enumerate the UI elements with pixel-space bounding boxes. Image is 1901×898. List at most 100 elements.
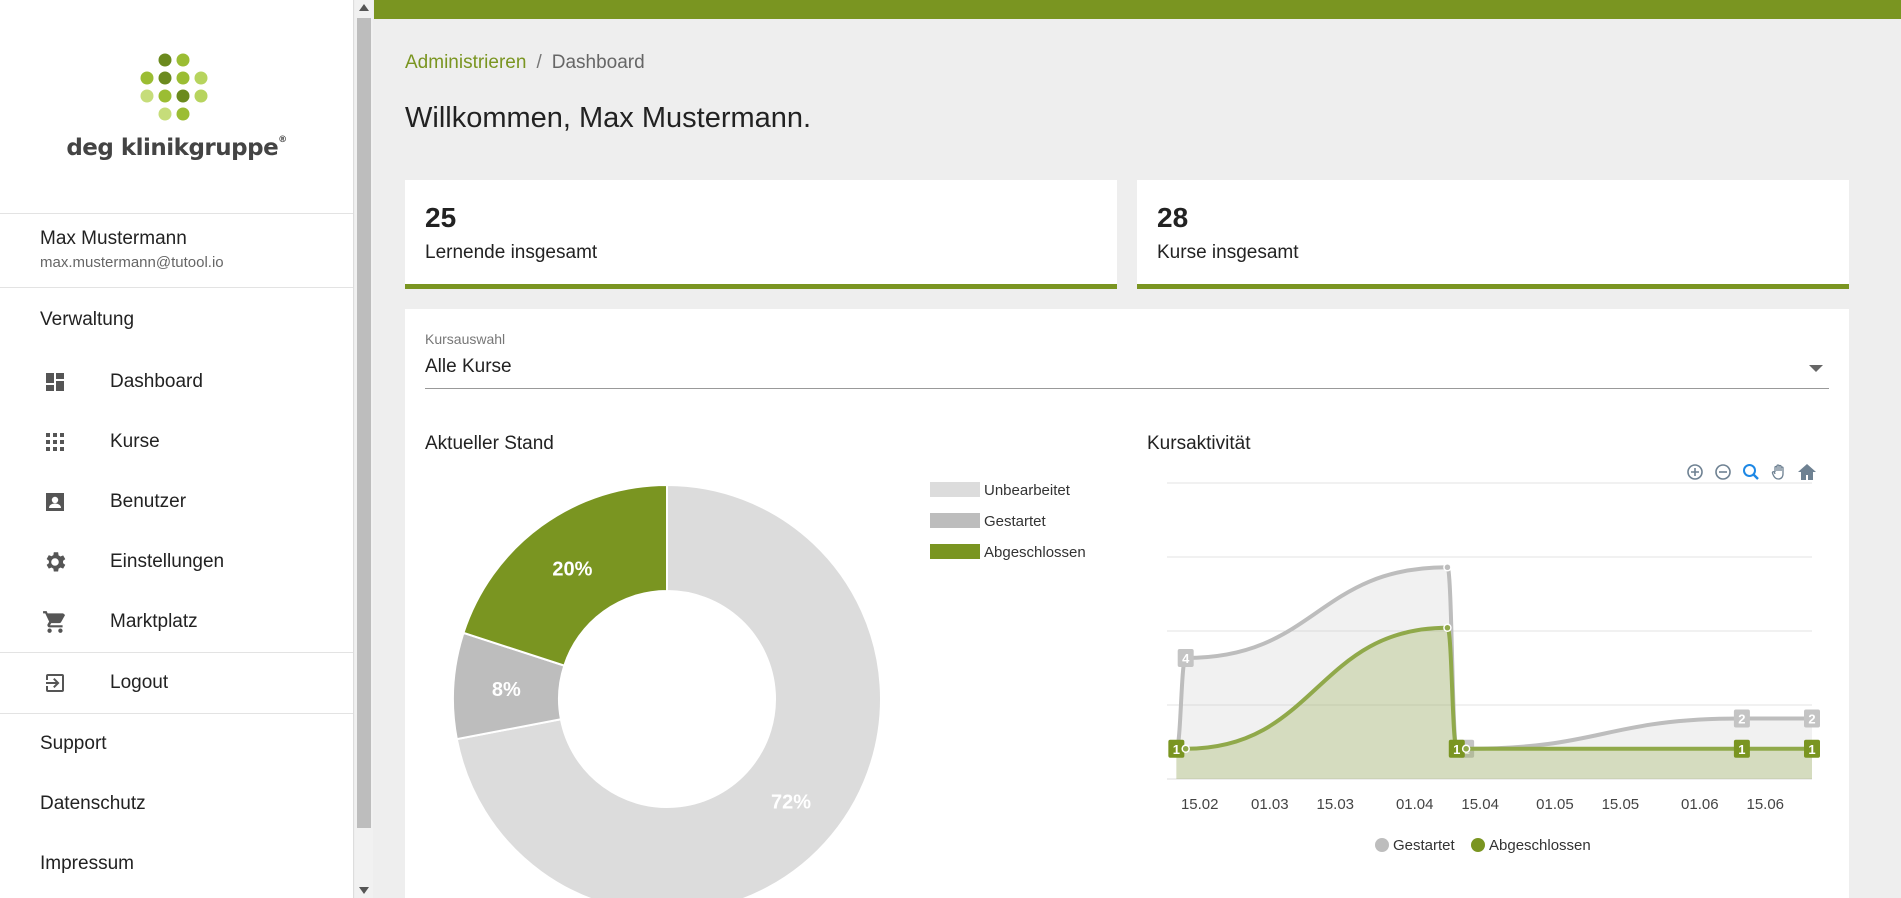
pie-value-label: 8% [492,679,521,701]
data-label: 1 [1738,742,1745,757]
x-tick-label: 15.03 [1316,796,1354,813]
sidebar: deg klinikgruppe® Max Mustermann max.mus… [0,0,354,898]
data-label-box [1168,739,1185,758]
page-title: Willkommen, Max Mustermann. [405,102,812,134]
area-chart-title: Kursaktivität [1147,433,1251,454]
data-label-box [1448,739,1465,758]
sidebar-item-label: Kurse [110,431,160,452]
logout-label: Logout [110,672,169,693]
dashboard-icon [40,367,70,397]
stat-card-lernende: 25 Lernende insgesamt [405,180,1117,289]
select-underline [425,388,1829,389]
data-label-box [1177,649,1194,667]
legend-entry: Abgeschlossen [984,544,1085,561]
x-tick-label: 15.05 [1602,796,1640,813]
divider [0,652,353,653]
logo-dots-icon [140,53,207,120]
data-point [1181,744,1190,753]
pie-value-label: 20% [552,559,592,581]
data-label-box [1804,739,1820,758]
support-link[interactable]: Support [40,733,107,754]
section-verwaltung: Verwaltung [40,309,135,330]
stat-value: 25 [425,202,457,233]
x-tick-label: 01.06 [1681,796,1719,813]
cart-icon [40,607,70,637]
data-label: 1 [1453,742,1460,757]
sidebar-item-label: Dashboard [110,371,203,392]
data-label: 2 [1808,712,1815,727]
divider [0,713,353,714]
breadcrumb: Administrieren / Dashboard [405,52,645,74]
reset-home-icon[interactable] [1797,462,1817,482]
data-label: 4 [1182,651,1190,666]
gear-icon [40,547,70,577]
sidebar-item-kurse[interactable]: Kurse [0,412,353,472]
stat-label: Lernende insgesamt [425,242,598,263]
user-card-icon [40,487,70,517]
legend-swatch [930,482,980,497]
data-label-box [1804,709,1820,728]
chevron-down-icon[interactable] [1809,365,1823,372]
pan-hand-icon[interactable] [1769,462,1789,482]
pie-chart: 72% 8% 20% Unbearbeitet Gestartet Abgeschloss… [452,482,1085,898]
stat-value: 28 [1157,202,1189,233]
sidebar-item-einstellungen[interactable]: Einstellungen [0,532,353,592]
logo-wordmark: deg klinikgruppe® [66,134,287,161]
pie-slice-unbearbeitet [455,483,882,898]
course-select-label: Kursauswahl [425,331,506,347]
legend-swatch [930,513,980,528]
data-point [1443,623,1452,632]
x-tick-label: 01.04 [1396,796,1434,813]
sidebar-item-marktplatz[interactable]: Marktplatz [0,592,353,652]
top-accent-bar [374,0,1901,19]
x-tick-label: 15.02 [1181,796,1219,813]
legend-entry: Abgeschlossen [1489,837,1591,854]
scroll-up-icon[interactable] [359,4,369,11]
zoom-out-icon[interactable] [1713,462,1733,482]
data-label-box [1733,739,1750,758]
stat-card-kurse: 28 Kurse insgesamt [1137,180,1849,289]
data-label: 2 [1738,712,1745,727]
sidebar-item-label: Marktplatz [110,611,198,632]
brand-logo[interactable]: deg klinikgruppe® [0,0,353,214]
impressum-link[interactable]: Impressum [40,853,134,874]
course-select-value[interactable]: Alle Kurse [425,356,512,377]
pie-value-label: 72% [771,792,811,814]
data-label-box [1733,709,1750,728]
stat-label: Kurse insgesamt [1157,242,1299,263]
breadcrumb-administrieren[interactable]: Administrieren [405,52,527,73]
sidebar-item-label: Einstellungen [110,551,225,572]
dashboard-panel: Kursauswahl Alle Kurse Aktueller Stand 7… [405,309,1849,898]
x-tick-label: 01.05 [1536,796,1574,813]
pie-slice-abgeschlossen [462,483,668,667]
data-point [1461,744,1471,753]
x-tick-label: 15.06 [1746,796,1784,813]
legend-marker [1375,838,1389,852]
scroll-thumb[interactable] [357,18,371,828]
pie-chart-title: Aktueller Stand [425,433,554,454]
user-profile: Max Mustermann max.mustermann@tutool.io [0,214,353,288]
scroll-down-icon[interactable] [359,887,369,894]
area-chart: 15.02 01.03 15.03 01.04 15.04 01.05 15.05 01.06… [1167,482,1820,854]
zoom-selection-icon[interactable] [1741,462,1761,482]
user-email: max.mustermann@tutool.io [40,254,224,271]
sidebar-item-label: Benutzer [110,491,187,512]
user-name: Max Mustermann [40,228,187,249]
x-tick-label: 01.03 [1251,796,1289,813]
logout-icon [40,668,70,698]
grid-icon [40,427,70,457]
sidebar-item-benutzer[interactable]: Benutzer [0,472,353,532]
sidebar-scrollbar[interactable] [355,0,373,898]
breadcrumb-separator: / [536,52,542,73]
series-area-abgeschlossen [1176,627,1812,779]
legend-marker [1471,838,1485,852]
datenschutz-link[interactable]: Datenschutz [40,793,146,814]
x-tick-label: 15.04 [1461,796,1499,813]
legend-entry: Gestartet [1393,837,1456,854]
data-label: 1 [1173,742,1180,757]
zoom-in-icon[interactable] [1685,462,1705,482]
logout-button[interactable]: Logout [0,653,353,713]
legend-swatch [930,544,980,559]
data-point [1443,563,1452,572]
sidebar-item-dashboard[interactable]: Dashboard [0,352,353,412]
